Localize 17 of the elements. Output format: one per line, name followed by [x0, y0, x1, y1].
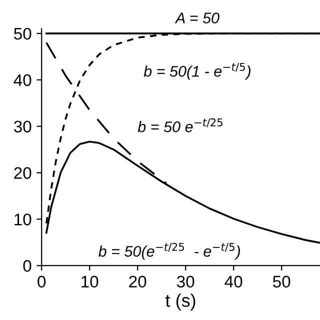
y-tick-label: 30: [14, 120, 32, 133]
annotation: b = 50(1 - e$^{−t/5}$): [144, 62, 250, 80]
annotation: b = 50(e$^{−t/25}$ - e$^{−t/5}$): [98, 242, 240, 260]
x-tick-label: 30: [176, 276, 194, 288]
annotation: b = 50 e$^{−t/25}$: [138, 118, 222, 132]
x-tick-label: 10: [82, 276, 98, 288]
x-tick-label: 50: [273, 276, 290, 288]
x-tick-label: 0: [38, 276, 46, 288]
y-tick-label: 20: [14, 167, 32, 179]
y-tick-label: 50: [14, 28, 32, 40]
x-tick-label: 20: [129, 276, 146, 288]
x-tick-label: 40: [224, 276, 242, 288]
text: A = 50: [174, 12, 220, 24]
y-tick-label: 10: [14, 214, 32, 226]
y-tick-label: 40: [14, 74, 32, 86]
x-axis-title: t (s): [166, 294, 196, 310]
y-tick-label: 0: [23, 260, 32, 272]
